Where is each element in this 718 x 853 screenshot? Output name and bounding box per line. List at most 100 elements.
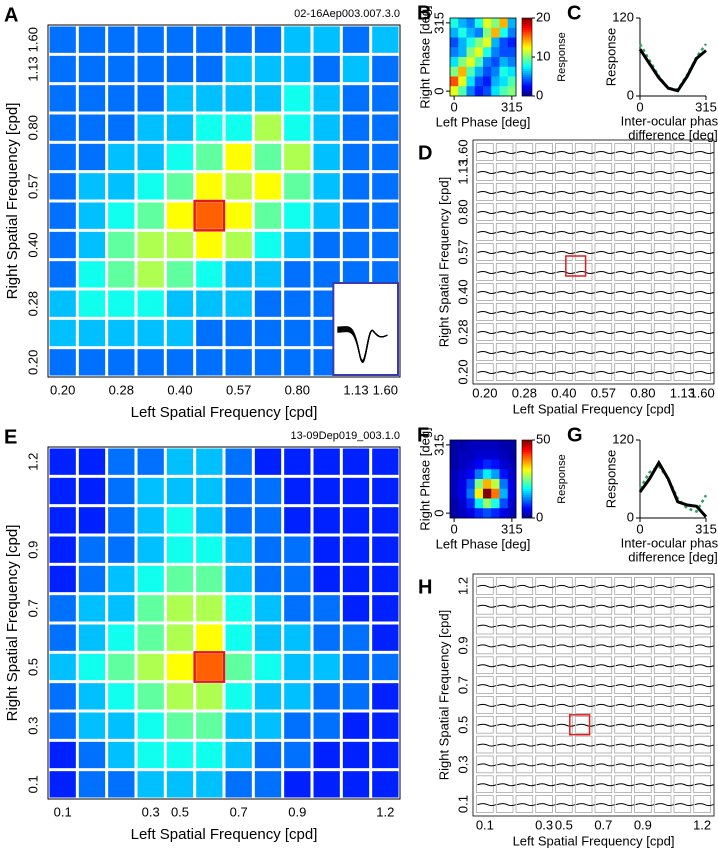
mini-plot-trace	[497, 171, 517, 174]
tile	[49, 624, 76, 651]
tile	[108, 26, 135, 53]
tile	[225, 26, 252, 53]
tile	[342, 741, 370, 769]
mini-plot-trace	[694, 331, 714, 334]
heat-cell	[450, 459, 459, 470]
colorbar-step	[522, 477, 532, 480]
colorbar-step	[522, 41, 532, 44]
mini-plot-trace	[536, 684, 556, 688]
y-tick-label: 0.1	[25, 775, 40, 793]
colorbar-step	[522, 18, 532, 21]
mini-plot-trace	[477, 251, 497, 254]
heat-cell	[458, 66, 467, 77]
heat-cell	[491, 57, 500, 68]
tile	[108, 173, 135, 200]
mini-plot-trace	[655, 191, 675, 194]
tile	[166, 173, 194, 200]
colorbar-step	[522, 68, 532, 71]
mini-plot-trace	[516, 644, 536, 648]
mini-plot-trace	[615, 211, 635, 214]
heat-cell	[466, 488, 476, 499]
colorbar-step	[522, 64, 532, 68]
mini-plot-trace	[536, 763, 556, 767]
mini-plot-trace	[615, 743, 635, 747]
heat-cell	[499, 479, 509, 490]
heat-cell	[458, 449, 467, 460]
colorbar-step	[522, 482, 532, 486]
heat-cell	[458, 76, 467, 87]
mini-plot-trace	[694, 703, 714, 707]
mini-plot-trace	[516, 584, 536, 588]
mini-plot-trace	[556, 644, 576, 648]
heat-cell	[466, 57, 476, 68]
colorbar-step	[522, 451, 532, 454]
tile	[137, 55, 164, 83]
tile	[49, 653, 76, 681]
tile	[284, 595, 311, 622]
tile	[225, 349, 252, 376]
tile	[49, 261, 76, 288]
mini-plot-trace	[595, 351, 615, 354]
mini-plot-trace	[615, 351, 635, 354]
mini-plot-trace	[576, 351, 596, 354]
mini-plot-trace	[477, 191, 497, 194]
mini-plot-trace	[497, 291, 517, 294]
tile	[284, 231, 311, 259]
tile	[108, 319, 135, 347]
tile	[254, 114, 282, 141]
tile	[78, 319, 106, 347]
mini-plot-trace	[595, 743, 615, 747]
mini-plot-trace	[674, 803, 694, 807]
tile	[284, 448, 311, 475]
colorbar-step	[522, 19, 532, 23]
tile	[166, 261, 194, 288]
tile	[166, 202, 194, 229]
tile	[254, 624, 282, 651]
colorbar-step	[522, 461, 532, 464]
heat-cell	[499, 76, 509, 87]
tile	[49, 231, 76, 259]
heat-cell	[458, 47, 467, 58]
tile	[372, 114, 399, 141]
mini-plot-trace	[655, 151, 675, 154]
mini-plot-trace	[516, 311, 536, 314]
heat-cell	[507, 469, 517, 480]
mini-plot-trace	[595, 703, 615, 707]
mini-plot-trace	[516, 723, 536, 727]
tile	[166, 507, 194, 534]
heat-cell	[458, 440, 467, 451]
tile	[166, 349, 194, 376]
colorbar-step	[522, 76, 532, 79]
mini-plot-trace	[674, 211, 694, 214]
colorbar-step	[522, 459, 532, 462]
mini-plot-trace	[595, 151, 615, 154]
heat-cell	[507, 76, 517, 87]
y-tick-label: 1.2	[455, 577, 470, 595]
tile	[166, 114, 194, 141]
mini-plot-trace	[477, 331, 497, 334]
mini-plot-trace	[497, 351, 517, 354]
mini-plot-trace	[615, 251, 635, 254]
colorbar-step	[522, 90, 532, 93]
tile	[196, 565, 223, 593]
mini-plot-trace	[536, 624, 556, 628]
mini-plot-trace	[694, 783, 714, 787]
tile	[342, 565, 370, 593]
heat-cell	[458, 479, 467, 490]
tile	[372, 624, 399, 651]
mini-plot-trace	[674, 763, 694, 767]
mini-plot-trace	[635, 624, 655, 628]
colorbar-step	[522, 23, 532, 27]
tile	[137, 683, 164, 710]
colorbar-tick-label: 20	[536, 9, 550, 24]
tile	[108, 771, 135, 798]
colorbar-step	[522, 455, 532, 458]
tile	[196, 173, 223, 200]
colorbar-step	[522, 72, 532, 75]
tile	[137, 448, 164, 475]
x-tick-label: 315	[695, 99, 717, 114]
tile	[196, 26, 223, 53]
colorbar-step	[522, 508, 532, 511]
mini-plot-trace	[556, 251, 576, 254]
colorbar-step	[522, 504, 532, 507]
